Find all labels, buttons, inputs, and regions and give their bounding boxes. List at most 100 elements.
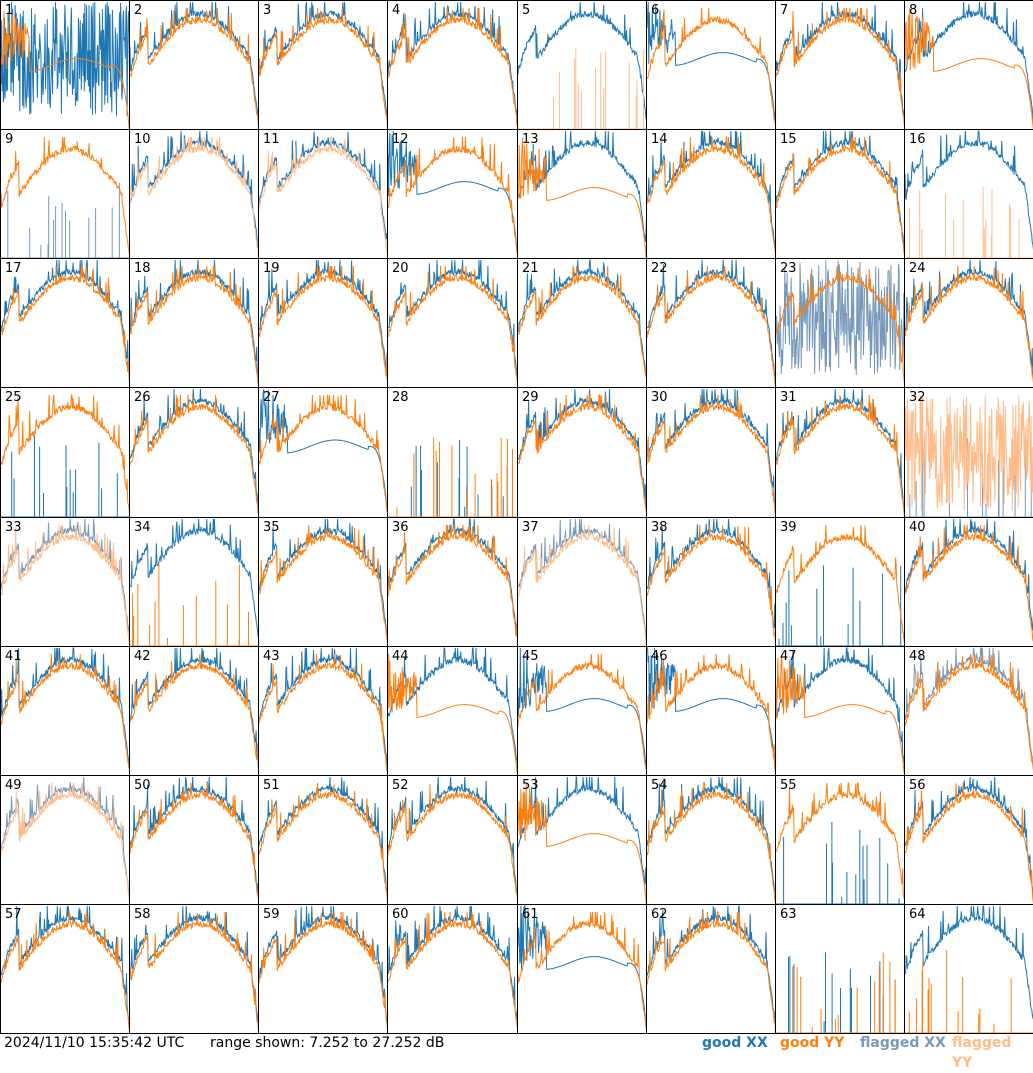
spectrum-panel: 30 <box>646 387 776 518</box>
spectrum-plot <box>388 1 517 127</box>
spectrum-panel: 7 <box>775 0 905 130</box>
panel-number: 39 <box>780 520 797 535</box>
spectrum-panel: 62 <box>646 904 776 1034</box>
xx-trace <box>518 776 646 895</box>
spectrum-plot <box>1 259 129 383</box>
panel-number: 50 <box>134 778 151 793</box>
spectrum-panel: 51 <box>258 775 388 905</box>
panel-number: 33 <box>5 520 22 535</box>
xx-trace <box>518 647 646 771</box>
yy-trace <box>905 186 1033 258</box>
panel-number: 14 <box>651 132 668 147</box>
legend-flagged-xx: flagged XX <box>860 1033 946 1053</box>
yy-trace <box>776 394 904 517</box>
yy-trace <box>518 653 646 770</box>
yy-trace <box>518 524 646 645</box>
yy-trace <box>259 911 387 1029</box>
xx-trace <box>905 776 1033 897</box>
legend-pol: YY <box>824 1035 845 1051</box>
spectrum-plot <box>647 647 775 772</box>
xx-trace <box>1 1 129 117</box>
panel-number: 18 <box>134 261 151 276</box>
spectrum-plot <box>905 518 1033 643</box>
xx-trace <box>776 647 904 764</box>
spectrum-panel: 45 <box>517 646 647 776</box>
panel-number: 29 <box>522 390 539 405</box>
spectrum-panel: 23 <box>775 258 905 388</box>
spectrum-panel: 27 <box>258 387 388 518</box>
panel-number: 57 <box>5 907 22 922</box>
yy-trace <box>388 437 517 517</box>
panel-number: 23 <box>780 261 797 276</box>
yy-trace <box>776 952 904 1033</box>
panel-number: 56 <box>909 778 926 793</box>
panel-number: 45 <box>522 649 539 664</box>
spectrum-plot <box>776 130 904 254</box>
yy-trace <box>1 782 129 904</box>
yy-trace <box>518 265 646 377</box>
xx-trace <box>647 647 775 771</box>
yy-trace <box>905 950 1033 1033</box>
legend-good-yy: good YY <box>780 1033 844 1053</box>
yy-trace <box>130 7 258 126</box>
xx-trace <box>130 388 258 509</box>
yy-trace <box>905 524 1033 643</box>
spectrum-panel: 1 <box>0 0 130 130</box>
spectrum-plot <box>518 647 646 771</box>
panel-number: 48 <box>909 649 926 664</box>
spectrum-plot <box>518 1 646 129</box>
spectrum-panel: 47 <box>775 646 905 776</box>
spectrum-plot <box>259 389 387 513</box>
xx-trace <box>518 1 646 120</box>
spectrum-panel: 44 <box>387 646 518 776</box>
yy-trace <box>1 265 129 383</box>
spectrum-plot <box>130 776 258 900</box>
yy-trace <box>647 394 775 517</box>
yy-trace <box>647 911 775 1032</box>
yy-trace <box>388 784 517 899</box>
yy-trace <box>130 782 258 900</box>
yy-trace <box>130 911 258 1031</box>
yy-trace <box>259 653 387 773</box>
panel-number: 27 <box>263 390 280 405</box>
panel-number: 52 <box>392 778 409 793</box>
yy-trace <box>905 7 1033 129</box>
panel-number: 7 <box>780 3 789 18</box>
panel-number: 43 <box>263 649 280 664</box>
xx-trace <box>647 388 775 509</box>
xx-trace <box>130 518 258 638</box>
panel-number: 26 <box>134 390 151 405</box>
xx-trace <box>776 130 904 251</box>
yy-trace <box>130 265 258 385</box>
panel-number: 38 <box>651 520 668 535</box>
spectrum-panel: 20 <box>387 258 518 388</box>
panel-number: 36 <box>392 520 409 535</box>
spectrum-panel: 61 <box>517 904 647 1034</box>
xx-trace <box>388 440 517 517</box>
spectrum-panel: 21 <box>517 258 647 388</box>
yy-trace <box>388 653 517 775</box>
yy-trace <box>518 394 646 513</box>
spectrum-panel: 8 <box>904 0 1033 130</box>
xx-trace <box>388 647 517 765</box>
spectrum-panel: 50 <box>129 775 259 905</box>
panel-number: 40 <box>909 520 926 535</box>
spectrum-panel: 16 <box>904 129 1033 259</box>
spectrum-plot <box>1 776 129 904</box>
xx-trace <box>776 822 904 904</box>
spectrum-panel: 59 <box>258 904 388 1034</box>
yy-trace <box>259 524 387 646</box>
spectrum-panel: 56 <box>904 775 1033 905</box>
xx-trace <box>518 259 646 379</box>
xx-trace <box>776 952 904 1033</box>
panel-number: 34 <box>134 520 151 535</box>
spectrum-plot <box>647 1 775 127</box>
xx-trace <box>518 130 646 242</box>
spectrum-plot <box>647 905 775 1032</box>
spectrum-plot <box>1 647 129 770</box>
yy-trace <box>647 782 775 904</box>
yy-trace <box>776 524 904 645</box>
spectrum-panel: 41 <box>0 646 130 776</box>
spectrum-panel: 31 <box>775 387 905 518</box>
spectrum-panel: 28 <box>387 387 518 518</box>
